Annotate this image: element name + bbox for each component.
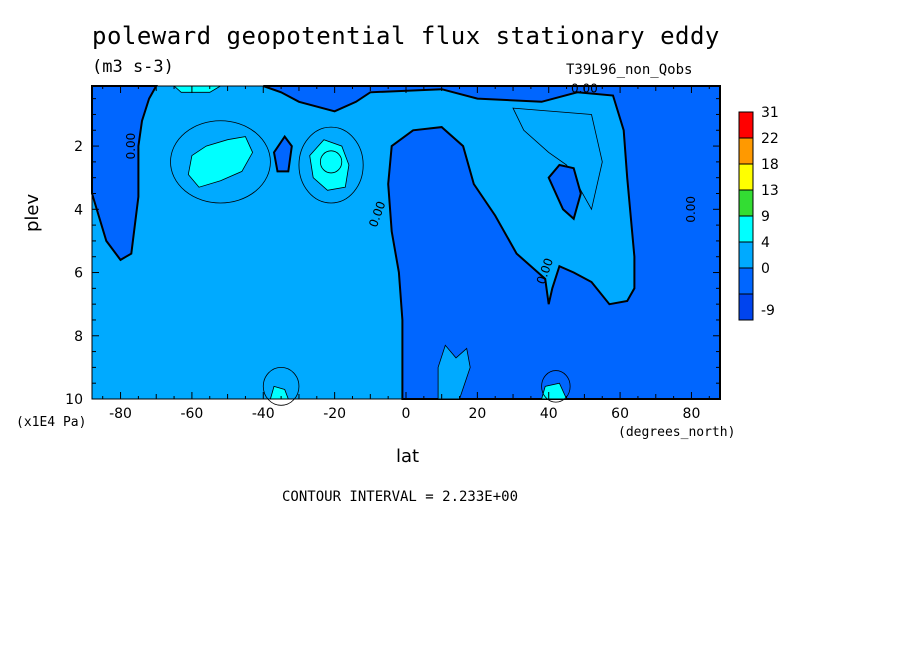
region-negative-central (262, 85, 721, 400)
legend-label: 0 (761, 261, 770, 277)
legend-swatch (738, 137, 754, 165)
legend-swatch (738, 267, 754, 295)
chart-subtitle: (m3 s-3) (92, 57, 174, 77)
plot-area (91, 85, 721, 400)
legend-swatch (738, 241, 754, 269)
region-positive-cell-sub (309, 139, 350, 191)
legend-swatch (738, 215, 754, 243)
region-negative-small (272, 134, 293, 173)
y-tick-label: 2 (74, 139, 83, 155)
legend-label: 13 (761, 183, 779, 199)
x-tick-label: 0 (402, 406, 411, 422)
contour-label: 0.00 (124, 133, 138, 160)
legend-swatch (738, 163, 754, 191)
axes: -80 -60 -40 -20 0 20 40 60 80 2 4 6 8 10 (65, 85, 721, 422)
legend-label: 22 (761, 131, 779, 147)
legend-label: 9 (761, 209, 770, 225)
contour-label: 0.00 (684, 196, 698, 223)
x-axis-label: lat (396, 446, 420, 467)
chart-title: poleward geopotential flux stationary ed… (92, 22, 720, 50)
legend-swatch (738, 111, 754, 139)
region-negative-east-patch (547, 163, 582, 221)
x-tick-label: -20 (323, 406, 346, 422)
contour-ring (170, 120, 271, 204)
x-tick-label: -60 (180, 406, 203, 422)
x-axis-units: (degrees_north) (618, 425, 736, 440)
contour-ring (262, 366, 300, 406)
y-axis-units: (x1E4 Pa) (16, 415, 87, 430)
x-tick-label: -40 (252, 406, 275, 422)
contour-ring (298, 126, 364, 204)
y-tick-label: 10 (65, 392, 83, 408)
x-tick-label: -80 (109, 406, 132, 422)
contour-interval-text: CONTOUR INTERVAL = 2.233E+00 (282, 489, 519, 505)
legend-swatch (738, 189, 754, 217)
x-tick-label: 60 (611, 406, 629, 422)
legend-label: 4 (761, 235, 770, 251)
y-tick-label: 6 (74, 266, 83, 282)
x-tick-label: 40 (540, 406, 558, 422)
contour-ring (319, 150, 343, 174)
x-tick-label: 80 (683, 406, 701, 422)
x-tick-label: 20 (468, 406, 486, 422)
legend-label: 31 (761, 105, 779, 121)
legend-swatch (738, 293, 754, 321)
color-legend: 31 22 18 13 9 4 0 -9 (738, 105, 779, 321)
region-anomaly-island-bottom (437, 344, 471, 400)
region-positive-cell-south (187, 136, 254, 188)
legend-label: -9 (761, 303, 775, 319)
run-label: T39L96_non_Qobs (566, 62, 693, 78)
y-tick-label: 4 (74, 202, 83, 218)
contour-ring (541, 370, 571, 403)
y-tick-label: 8 (74, 329, 83, 345)
region-negative-west (91, 85, 158, 262)
legend-label: 18 (761, 157, 779, 173)
